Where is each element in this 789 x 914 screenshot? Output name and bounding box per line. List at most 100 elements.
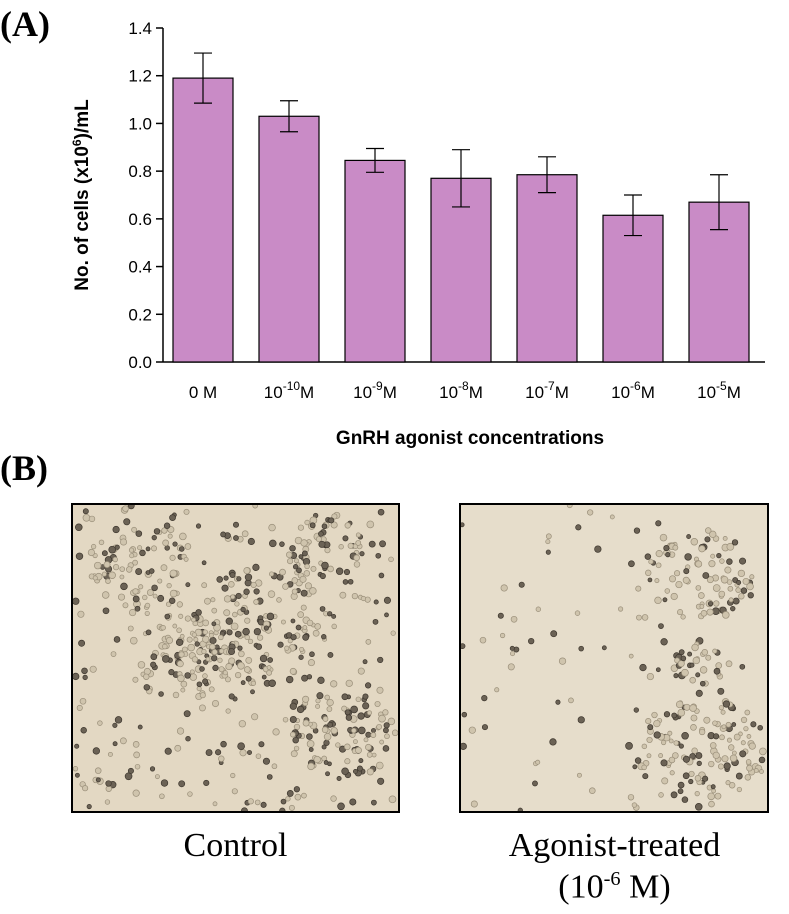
cell-dot (297, 524, 305, 531)
cell-dot (479, 636, 487, 644)
cell-dot (241, 807, 248, 811)
cell-dot (703, 716, 711, 724)
cell-dot (335, 742, 341, 748)
cell-dot (355, 746, 362, 754)
cell-dot (321, 726, 329, 734)
cell-dot (745, 759, 752, 765)
cell-dot (342, 579, 349, 585)
cell-dot (692, 656, 701, 665)
cell-dot (279, 568, 286, 576)
agonist-caption-sub: (10-6 M) (558, 867, 671, 906)
cell-dot (743, 726, 749, 732)
cell-dot (228, 693, 235, 700)
cell-dot (212, 801, 218, 807)
cell-dot (750, 721, 757, 728)
cell-dot (677, 708, 686, 717)
cell-dot (309, 651, 315, 658)
cell-dot (359, 551, 365, 557)
cell-dot (655, 550, 663, 558)
cell-dot (151, 535, 157, 541)
cell-dot (98, 539, 105, 546)
cell-dot (730, 605, 736, 612)
cell-dot (223, 595, 232, 603)
cell-dot (691, 643, 699, 652)
cell-dot (681, 796, 689, 803)
cell-dot (731, 722, 737, 727)
cell-dot (321, 744, 327, 750)
cell-dot (172, 541, 178, 547)
cell-dot (677, 609, 684, 616)
cell-dot (306, 619, 314, 627)
cell-dot (168, 669, 175, 676)
cell-dot (510, 651, 516, 657)
cell-dot (260, 801, 267, 808)
cell-dot (655, 520, 662, 527)
cell-dot (266, 669, 273, 676)
cell-dot (289, 702, 297, 710)
cell-dot (688, 770, 695, 778)
cell-dot (73, 597, 80, 605)
cell-dot (377, 508, 385, 516)
cell-dot (293, 786, 300, 793)
cell-dot (357, 667, 365, 675)
cell-dot (379, 739, 385, 745)
cell-dot (143, 673, 150, 680)
cell-dot (757, 724, 763, 731)
cell-dot (316, 692, 324, 700)
cell-dot (213, 623, 221, 632)
cell-dot (205, 656, 211, 662)
cell-dot (289, 667, 297, 675)
cell-dot (323, 732, 332, 741)
cell-dot (306, 733, 313, 740)
cell-dot (301, 792, 307, 799)
cell-dot (387, 717, 396, 726)
cell-dot (661, 739, 667, 746)
cell-dot (355, 540, 362, 546)
cell-dot (272, 728, 280, 736)
cell-dot (321, 523, 328, 530)
cell-dot (165, 636, 174, 644)
cell-dot (739, 557, 747, 565)
cell-dot (191, 617, 196, 623)
cell-dot (327, 565, 334, 573)
cell-dot (366, 710, 372, 716)
cell-dot (225, 708, 231, 714)
cell-dot (218, 666, 225, 673)
cell-dot (185, 582, 191, 588)
cell-dot (708, 560, 716, 568)
cell-dot (92, 575, 98, 581)
cell-dot (384, 733, 390, 740)
cell-dot (695, 752, 703, 760)
cell-dot (82, 674, 88, 681)
cell-dot (159, 793, 165, 800)
cell-dot (702, 775, 709, 782)
x-axis-label: GnRH agonist concentrations (336, 428, 604, 449)
cell-dot (122, 602, 129, 609)
cell-dot (280, 619, 286, 625)
cell-dot (145, 546, 151, 552)
cell-dot (335, 567, 344, 575)
cell-dot (242, 627, 250, 636)
cell-dot (644, 553, 652, 560)
cell-dot (646, 736, 653, 744)
cell-dot (373, 599, 379, 605)
cell-dot (268, 523, 276, 532)
cell-dot (302, 719, 310, 727)
cell-dot (535, 606, 541, 612)
cell-dot (112, 564, 120, 571)
cell-dot (641, 614, 649, 621)
cell-dot (371, 728, 376, 733)
cell-dot (574, 610, 581, 616)
cell-dot (667, 730, 673, 736)
cell-dot (736, 786, 742, 793)
cell-dot (235, 592, 242, 600)
cell-dot (712, 648, 718, 654)
cell-dot (132, 676, 139, 683)
cell-dot (183, 710, 191, 718)
cell-dot (687, 651, 693, 657)
cell-dot (220, 531, 227, 538)
cell-dot (337, 802, 345, 811)
cell-dot (267, 590, 276, 598)
cell-dot (694, 775, 702, 782)
cell-dot (663, 711, 671, 718)
